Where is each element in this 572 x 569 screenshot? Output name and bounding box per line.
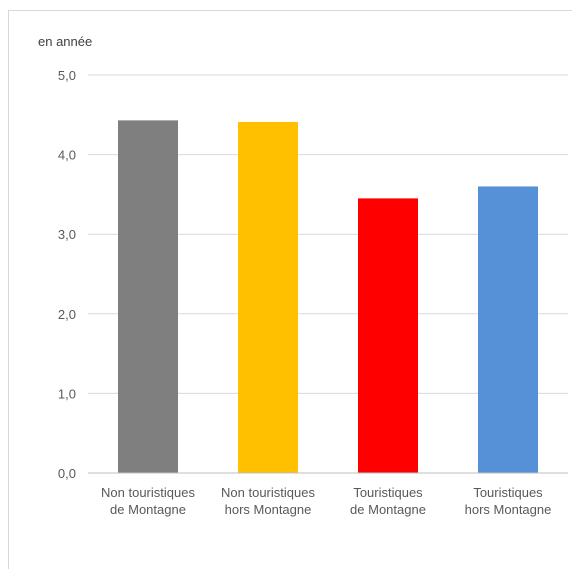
y-tick-label: 5,0 [58, 68, 76, 83]
bar [238, 121, 298, 474]
x-tick-label: Non touristiques de Montagne [101, 485, 195, 517]
y-tick-label: 3,0 [58, 227, 76, 242]
x-tick-label: Touristiques de Montagne [350, 485, 426, 517]
bars [118, 120, 538, 474]
x-tick-label: Non touristiques hors Montagne [221, 485, 315, 517]
y-tick-label: 0,0 [58, 466, 76, 481]
y-unit-label: en année [38, 34, 92, 49]
bar [478, 186, 538, 473]
x-tick-label: Touristiques hors Montagne [465, 485, 552, 517]
y-tick-label: 4,0 [58, 148, 76, 163]
y-tick-label: 1,0 [58, 386, 76, 401]
bar [118, 120, 178, 473]
x-axis-labels: Non touristiques de Montagne Non touristiq… [101, 485, 551, 517]
y-tick-label: 2,0 [58, 307, 76, 322]
y-axis-ticks: 0,0 1,0 2,0 3,0 4,0 5,0 [58, 68, 76, 481]
bar [358, 198, 418, 473]
